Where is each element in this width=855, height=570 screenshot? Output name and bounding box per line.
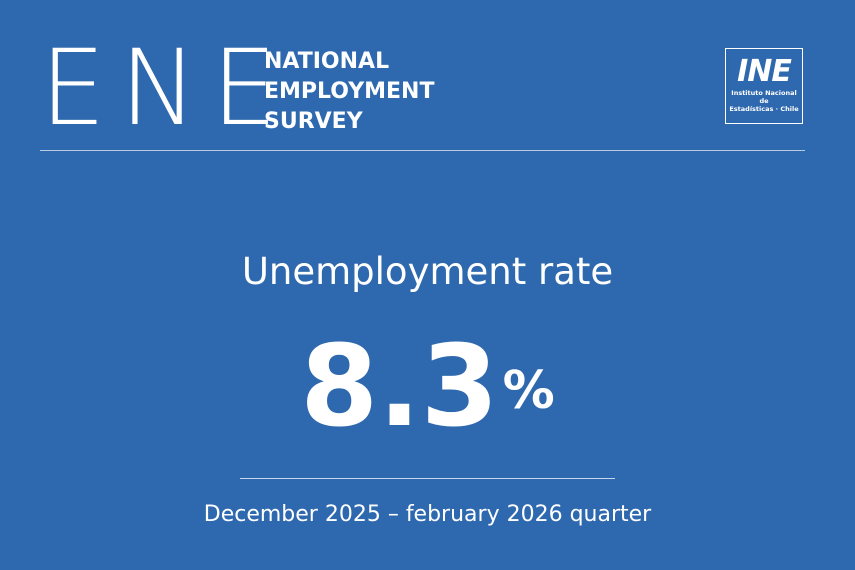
survey-line: SURVEY <box>264 109 363 134</box>
logo-sub-line: Instituto Nacional de <box>731 89 797 105</box>
indicator-value: 8.3% <box>0 322 855 452</box>
value-divider <box>240 478 615 479</box>
survey-name: NATIONAL EMPLOYMENT SURVEY <box>264 47 434 137</box>
logo-mark: INE <box>737 54 792 89</box>
ine-logo: INE Instituto Nacional de Estadísticas ·… <box>725 48 803 124</box>
survey-line: NATIONAL <box>264 49 390 74</box>
value-unit: % <box>502 361 555 421</box>
survey-line: EMPLOYMENT <box>264 79 435 104</box>
period-label: December 2025 – february 2026 quarter <box>203 502 652 527</box>
logo-sub-line: Estadísticas · Chile <box>729 105 799 113</box>
logo-subtitle: Instituto Nacional de Estadísticas · Chi… <box>726 89 802 113</box>
value-number: 8.3 <box>300 322 499 452</box>
header-divider <box>40 150 805 151</box>
indicator-title: Unemployment rate <box>241 250 614 293</box>
ene-acronym: ENE <box>40 27 292 149</box>
